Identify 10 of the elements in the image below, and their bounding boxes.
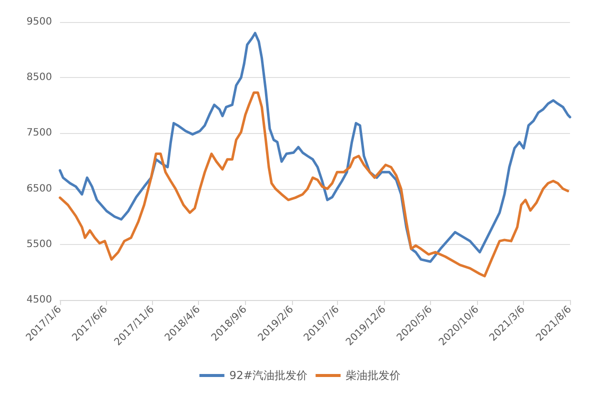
- y-tick-label: 5500: [26, 238, 52, 250]
- y-tick-label: 8500: [26, 72, 52, 84]
- line-series: [58, 32, 572, 263]
- y-tick-label: 7500: [26, 128, 52, 139]
- y-tick-label: 9500: [26, 16, 52, 28]
- line-series: [58, 91, 570, 278]
- legend-label: 柴油批发价: [346, 369, 401, 382]
- y-tick-label: 6500: [26, 183, 52, 194]
- legend-label: 92#汽油批发价: [229, 369, 308, 382]
- y-tick-label: 4500: [26, 294, 52, 306]
